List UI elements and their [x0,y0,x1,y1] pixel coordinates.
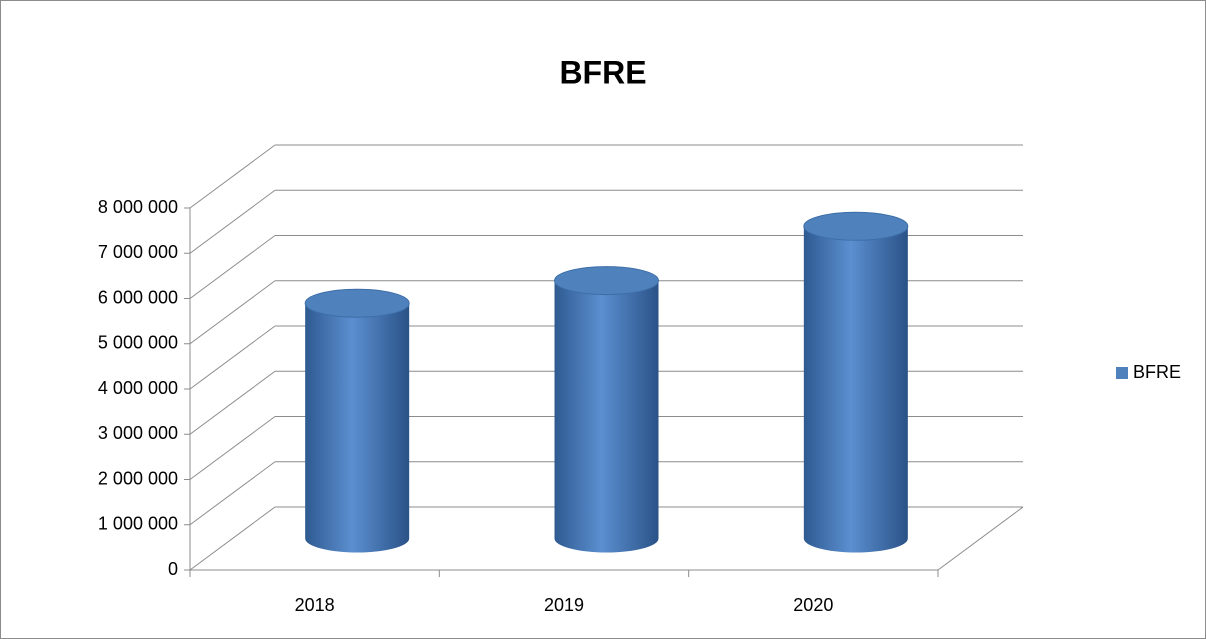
x-tick-label: 2019 [544,595,584,615]
bar [803,226,908,553]
y-tick-label: 2 000 000 [98,468,178,488]
legend-label: BFRE [1133,362,1181,382]
floor-edge [937,506,1024,571]
legend-swatch [1116,367,1128,379]
y-tick-label: 0 [168,559,178,579]
grid-line-side [189,325,276,390]
y-tick-label: 4 000 000 [98,378,178,398]
grid-line-side [189,370,276,435]
grid-line-side [189,144,276,209]
y-tick-label: 7 000 000 [98,242,178,262]
y-tick-label: 8 000 000 [98,197,178,217]
grid-line-side [189,280,276,345]
bar [554,280,659,553]
grid-line-side [189,461,276,526]
y-tick-label: 6 000 000 [98,287,178,307]
chart-title: BFRE [559,54,646,90]
y-tick-label: 1 000 000 [98,514,178,534]
bar-top [803,211,909,241]
bar-top [304,288,410,318]
x-tick-label: 2020 [793,595,833,615]
grid-line-side [189,235,276,299]
grid-line-side [189,506,276,571]
bar-top [554,266,659,296]
x-tick-label: 2018 [295,595,335,615]
bar [305,303,410,553]
grid-line-side [189,416,276,480]
grid-line-side [189,189,276,254]
y-tick-label: 3 000 000 [98,423,178,443]
y-tick-label: 5 000 000 [98,333,178,353]
